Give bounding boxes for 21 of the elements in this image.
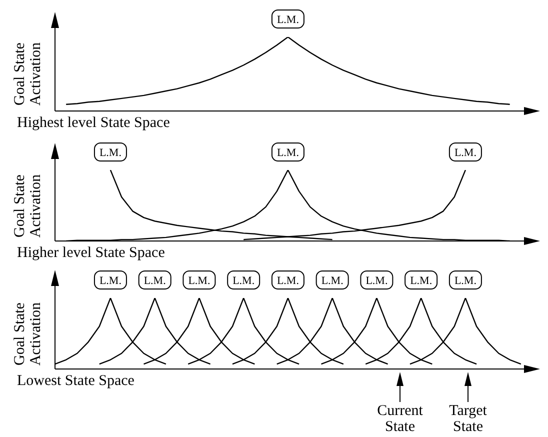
series-label: L.M. bbox=[276, 14, 300, 26]
legend-label: L.M. bbox=[410, 275, 432, 287]
series-label: L.M. bbox=[454, 147, 477, 159]
legend-label: L.M. bbox=[454, 275, 477, 287]
x-axis-title: Highest level State Space bbox=[17, 115, 170, 132]
legend-label: L.M. bbox=[232, 275, 255, 287]
legend-label: L.M. bbox=[144, 275, 166, 287]
text: Target State bbox=[448, 403, 488, 435]
legend-label: L.M. bbox=[188, 275, 210, 287]
text: Current State bbox=[376, 403, 424, 435]
y-axis-title: Goal State Activation bbox=[12, 302, 44, 366]
series-label: L.M. bbox=[99, 275, 122, 287]
legend-label: L.M. bbox=[366, 275, 388, 287]
series-label: L.M. bbox=[276, 147, 300, 159]
y-axis-title: Goal State Activation bbox=[12, 174, 44, 238]
legend-label: L.M. bbox=[276, 275, 300, 287]
series-label: L.M. bbox=[99, 147, 122, 159]
legend-label: L.M. bbox=[321, 275, 344, 287]
x-axis-title: Higher level State Space bbox=[17, 245, 165, 262]
x-axis-title: Lowest State Space bbox=[17, 373, 134, 390]
y-axis-title: Goal State Activation bbox=[12, 41, 44, 108]
